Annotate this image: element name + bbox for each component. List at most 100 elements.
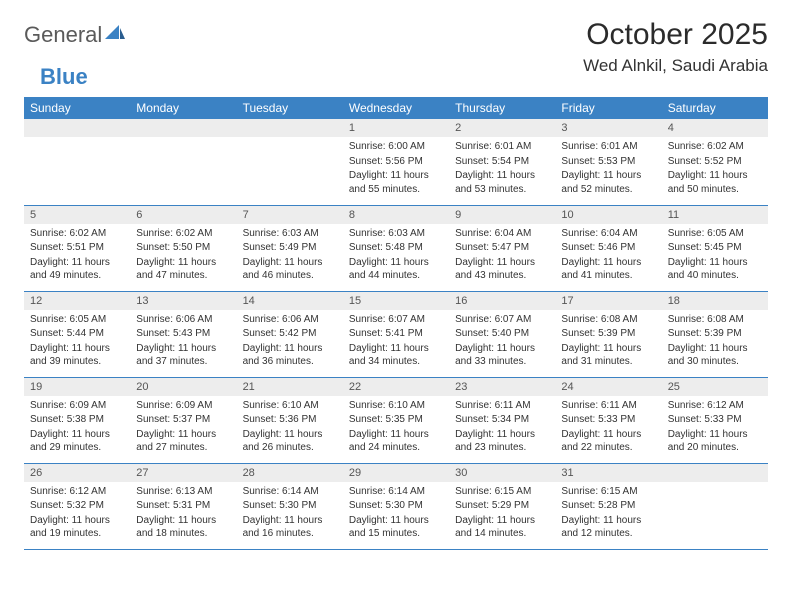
calendar-day-cell: 2Sunrise: 6:01 AMSunset: 5:54 PMDaylight… — [449, 119, 555, 205]
day-number: 6 — [130, 206, 236, 224]
sunrise-text: Sunrise: 6:02 AM — [30, 227, 124, 241]
calendar-day-cell: 19Sunrise: 6:09 AMSunset: 5:38 PMDayligh… — [24, 377, 130, 463]
calendar-day-cell: 10Sunrise: 6:04 AMSunset: 5:46 PMDayligh… — [555, 205, 661, 291]
day-number: 28 — [237, 464, 343, 482]
sunrise-text: Sunrise: 6:04 AM — [561, 227, 655, 241]
sunset-text: Sunset: 5:51 PM — [30, 241, 124, 255]
day-number — [24, 119, 130, 137]
daylight-text: Daylight: 11 hours and 18 minutes. — [136, 514, 230, 541]
day-number: 5 — [24, 206, 130, 224]
calendar-day-cell: 9Sunrise: 6:04 AMSunset: 5:47 PMDaylight… — [449, 205, 555, 291]
day-number: 1 — [343, 119, 449, 137]
sunrise-text: Sunrise: 6:02 AM — [668, 140, 762, 154]
daylight-text: Daylight: 11 hours and 29 minutes. — [30, 428, 124, 455]
sunset-text: Sunset: 5:46 PM — [561, 241, 655, 255]
weekday-header: Friday — [555, 97, 661, 119]
calendar-day-cell: 21Sunrise: 6:10 AMSunset: 5:36 PMDayligh… — [237, 377, 343, 463]
sunset-text: Sunset: 5:50 PM — [136, 241, 230, 255]
calendar-day-cell: 28Sunrise: 6:14 AMSunset: 5:30 PMDayligh… — [237, 463, 343, 549]
logo-sail-icon — [105, 25, 125, 46]
sunrise-text: Sunrise: 6:06 AM — [136, 313, 230, 327]
calendar-day-cell: 16Sunrise: 6:07 AMSunset: 5:40 PMDayligh… — [449, 291, 555, 377]
weekday-header: Thursday — [449, 97, 555, 119]
day-number: 18 — [662, 292, 768, 310]
sunrise-text: Sunrise: 6:03 AM — [243, 227, 337, 241]
sunset-text: Sunset: 5:53 PM — [561, 155, 655, 169]
day-number: 26 — [24, 464, 130, 482]
day-number: 19 — [24, 378, 130, 396]
day-details: Sunrise: 6:06 AMSunset: 5:42 PMDaylight:… — [237, 310, 343, 376]
sunrise-text: Sunrise: 6:13 AM — [136, 485, 230, 499]
day-details — [130, 137, 236, 146]
sunrise-text: Sunrise: 6:08 AM — [668, 313, 762, 327]
day-details: Sunrise: 6:06 AMSunset: 5:43 PMDaylight:… — [130, 310, 236, 376]
day-details: Sunrise: 6:07 AMSunset: 5:40 PMDaylight:… — [449, 310, 555, 376]
calendar-day-cell: 14Sunrise: 6:06 AMSunset: 5:42 PMDayligh… — [237, 291, 343, 377]
sunset-text: Sunset: 5:44 PM — [30, 327, 124, 341]
daylight-text: Daylight: 11 hours and 47 minutes. — [136, 256, 230, 283]
day-details: Sunrise: 6:11 AMSunset: 5:33 PMDaylight:… — [555, 396, 661, 462]
daylight-text: Daylight: 11 hours and 52 minutes. — [561, 169, 655, 196]
sunrise-text: Sunrise: 6:10 AM — [349, 399, 443, 413]
calendar-week-row: 12Sunrise: 6:05 AMSunset: 5:44 PMDayligh… — [24, 291, 768, 377]
day-number: 9 — [449, 206, 555, 224]
sunrise-text: Sunrise: 6:04 AM — [455, 227, 549, 241]
logo-text-general: General — [24, 24, 102, 46]
sunrise-text: Sunrise: 6:11 AM — [455, 399, 549, 413]
daylight-text: Daylight: 11 hours and 26 minutes. — [243, 428, 337, 455]
sunset-text: Sunset: 5:35 PM — [349, 413, 443, 427]
day-details: Sunrise: 6:02 AMSunset: 5:51 PMDaylight:… — [24, 224, 130, 290]
day-details: Sunrise: 6:09 AMSunset: 5:38 PMDaylight:… — [24, 396, 130, 462]
sunset-text: Sunset: 5:39 PM — [668, 327, 762, 341]
sunset-text: Sunset: 5:28 PM — [561, 499, 655, 513]
day-number: 2 — [449, 119, 555, 137]
calendar-day-cell: 24Sunrise: 6:11 AMSunset: 5:33 PMDayligh… — [555, 377, 661, 463]
calendar-day-cell: 18Sunrise: 6:08 AMSunset: 5:39 PMDayligh… — [662, 291, 768, 377]
sunrise-text: Sunrise: 6:14 AM — [243, 485, 337, 499]
calendar-day-cell: 13Sunrise: 6:06 AMSunset: 5:43 PMDayligh… — [130, 291, 236, 377]
sunrise-text: Sunrise: 6:07 AM — [349, 313, 443, 327]
calendar-day-cell: 12Sunrise: 6:05 AMSunset: 5:44 PMDayligh… — [24, 291, 130, 377]
calendar-day-cell: 17Sunrise: 6:08 AMSunset: 5:39 PMDayligh… — [555, 291, 661, 377]
daylight-text: Daylight: 11 hours and 31 minutes. — [561, 342, 655, 369]
day-details: Sunrise: 6:01 AMSunset: 5:53 PMDaylight:… — [555, 137, 661, 203]
day-details: Sunrise: 6:07 AMSunset: 5:41 PMDaylight:… — [343, 310, 449, 376]
sunrise-text: Sunrise: 6:07 AM — [455, 313, 549, 327]
calendar-day-cell: 26Sunrise: 6:12 AMSunset: 5:32 PMDayligh… — [24, 463, 130, 549]
weekday-header: Wednesday — [343, 97, 449, 119]
calendar-day-cell: 3Sunrise: 6:01 AMSunset: 5:53 PMDaylight… — [555, 119, 661, 205]
calendar-week-row: 1Sunrise: 6:00 AMSunset: 5:56 PMDaylight… — [24, 119, 768, 205]
sunset-text: Sunset: 5:49 PM — [243, 241, 337, 255]
calendar-table: Sunday Monday Tuesday Wednesday Thursday… — [24, 97, 768, 550]
day-number: 13 — [130, 292, 236, 310]
sunset-text: Sunset: 5:48 PM — [349, 241, 443, 255]
sunrise-text: Sunrise: 6:00 AM — [349, 140, 443, 154]
day-number: 11 — [662, 206, 768, 224]
sunrise-text: Sunrise: 6:01 AM — [455, 140, 549, 154]
calendar-day-cell: 15Sunrise: 6:07 AMSunset: 5:41 PMDayligh… — [343, 291, 449, 377]
sunset-text: Sunset: 5:34 PM — [455, 413, 549, 427]
sunset-text: Sunset: 5:41 PM — [349, 327, 443, 341]
day-number: 29 — [343, 464, 449, 482]
sunset-text: Sunset: 5:31 PM — [136, 499, 230, 513]
sunset-text: Sunset: 5:54 PM — [455, 155, 549, 169]
day-details: Sunrise: 6:14 AMSunset: 5:30 PMDaylight:… — [343, 482, 449, 548]
sunrise-text: Sunrise: 6:05 AM — [30, 313, 124, 327]
calendar-day-cell: 22Sunrise: 6:10 AMSunset: 5:35 PMDayligh… — [343, 377, 449, 463]
daylight-text: Daylight: 11 hours and 14 minutes. — [455, 514, 549, 541]
day-details: Sunrise: 6:14 AMSunset: 5:30 PMDaylight:… — [237, 482, 343, 548]
day-details: Sunrise: 6:12 AMSunset: 5:33 PMDaylight:… — [662, 396, 768, 462]
day-number: 31 — [555, 464, 661, 482]
day-number — [662, 464, 768, 482]
calendar-week-row: 5Sunrise: 6:02 AMSunset: 5:51 PMDaylight… — [24, 205, 768, 291]
daylight-text: Daylight: 11 hours and 50 minutes. — [668, 169, 762, 196]
day-details: Sunrise: 6:05 AMSunset: 5:44 PMDaylight:… — [24, 310, 130, 376]
day-details — [662, 482, 768, 491]
day-number: 25 — [662, 378, 768, 396]
sunrise-text: Sunrise: 6:12 AM — [668, 399, 762, 413]
logo: General — [24, 18, 127, 46]
day-details: Sunrise: 6:10 AMSunset: 5:36 PMDaylight:… — [237, 396, 343, 462]
calendar-day-cell — [237, 119, 343, 205]
day-number: 8 — [343, 206, 449, 224]
weekday-header: Sunday — [24, 97, 130, 119]
